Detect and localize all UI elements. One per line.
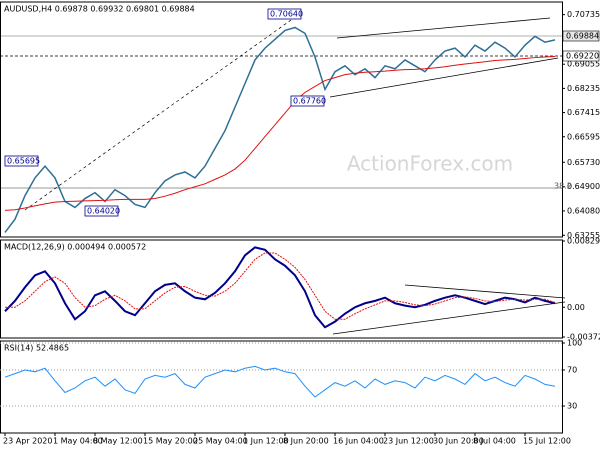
y-tick-label: 0.69055 <box>567 60 600 69</box>
y-tick-label: 0.63255 <box>567 231 600 240</box>
panel-frame <box>0 340 563 434</box>
x-tick-label: 16 Jun 04:00 <box>333 437 384 446</box>
x-tick-label: 15 May 20:00 <box>143 437 198 446</box>
x-tick-label: 23 Apr 2020 <box>3 437 52 446</box>
price-label: 0.69884 <box>566 32 599 41</box>
annotation: 0.70640 <box>270 10 303 19</box>
fib-line <box>24 14 299 211</box>
macd-trend-top <box>404 284 566 299</box>
annotation-box <box>4 155 39 167</box>
y-tick-label: 30 <box>567 402 577 411</box>
y-tick-label: 0.64080 <box>567 206 600 215</box>
y-tick-label: -0.003725 <box>567 333 600 342</box>
annotation-box <box>84 205 119 217</box>
y-tick-label: 0.00 <box>567 303 585 312</box>
price-label: 0.69220 <box>566 52 599 61</box>
series-line <box>4 246 556 329</box>
y-tick-label: 0.67415 <box>567 108 600 117</box>
panel-title: MACD(12,26,9) 0.000494 0.000572 <box>4 243 146 252</box>
series-line <box>4 365 556 398</box>
annotation: 0.65695 <box>7 157 40 166</box>
y-tick-label: 100 <box>567 339 582 348</box>
x-tick-label: 8 Jun 20:00 <box>283 437 329 446</box>
series-line <box>4 55 556 211</box>
annotation: 38.2 <box>554 182 572 191</box>
y-tick-label: 0.64900 <box>567 182 600 191</box>
price-label-box <box>562 50 600 62</box>
series-line <box>4 26 556 233</box>
x-tick-label: 30 Jun 20:00 <box>433 437 484 446</box>
channel-top <box>336 17 551 39</box>
channel-bottom <box>329 57 559 98</box>
panel-frame <box>0 239 563 339</box>
x-tick-label: 1 Jun 12:00 <box>243 437 289 446</box>
macd-trend-bottom <box>332 301 566 335</box>
watermark: ActionForex.com <box>347 152 513 176</box>
annotation-box <box>290 95 325 107</box>
annotation-box <box>267 8 302 20</box>
x-tick-label: 25 May 04:00 <box>193 437 248 446</box>
panel-title: AUDUSD,H4 0.69878 0.69932 0.69801 0.6988… <box>4 5 195 14</box>
annotation: 0.67760 <box>293 97 326 106</box>
price-label-box <box>562 30 600 42</box>
y-tick-label: 0.70735 <box>567 10 600 19</box>
x-tick-label: 8 Jul 04:00 <box>473 437 516 446</box>
y-tick-label: 70 <box>567 366 577 375</box>
x-tick-label: 8 May 12:00 <box>93 437 143 446</box>
y-tick-label: 0.008296 <box>567 237 600 246</box>
series-line <box>5 252 556 320</box>
annotation: 0.64020 <box>87 207 120 216</box>
y-tick-label: 0.68235 <box>567 84 600 93</box>
x-tick-label: 23 Jun 12:00 <box>383 437 434 446</box>
y-tick-label: 0.66595 <box>567 132 600 141</box>
x-tick-label: 1 May 04:00 <box>53 437 103 446</box>
x-tick-label: 15 Jul 12:00 <box>523 437 571 446</box>
panel-frame <box>0 1 563 238</box>
panel-title: RSI(14) 52.4865 <box>4 344 69 353</box>
y-tick-label: 0.65730 <box>567 158 600 167</box>
